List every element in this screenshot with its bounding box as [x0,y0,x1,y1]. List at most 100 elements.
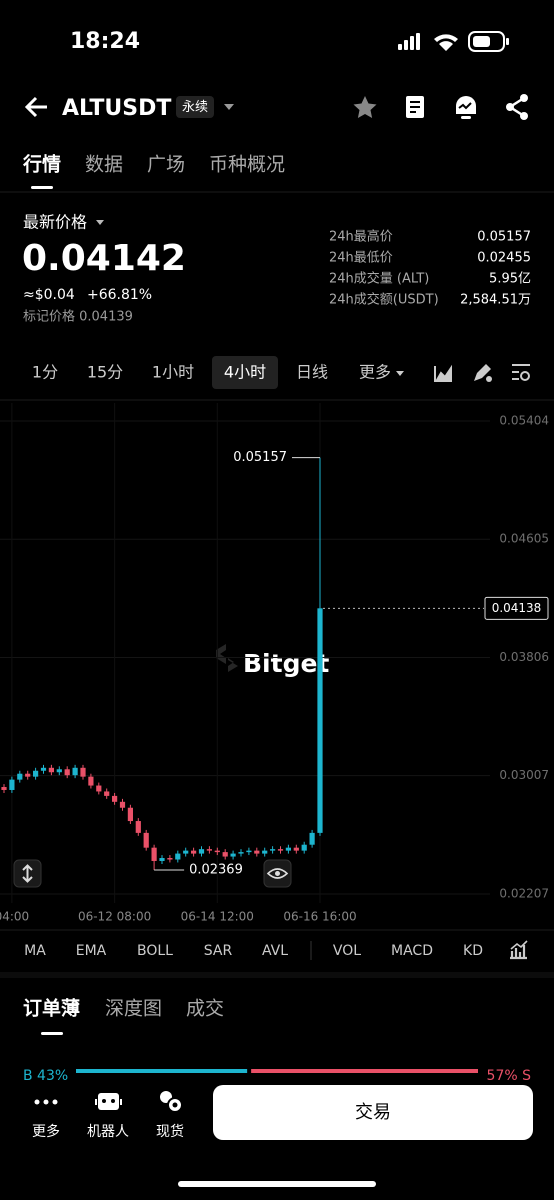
candle-body [222,852,228,857]
indicator[interactable]: MACD [391,943,433,959]
candle-body [159,858,165,861]
interval[interactable]: 1小时 [152,363,194,382]
stat-value: 2,584.51万 [460,293,531,308]
more-icon[interactable] [34,1099,58,1105]
candle-body [9,779,15,790]
mark-price: 标记价格 0.04139 [23,309,133,325]
candle-body [80,767,86,777]
alert-icon[interactable] [456,96,476,119]
candle-body [317,608,323,833]
indicator[interactable]: SAR [204,943,233,959]
candle-body [254,850,260,854]
candle-body [293,847,299,851]
candle-body [17,773,23,780]
candle-body [33,770,39,777]
tab[interactable]: 币种概况 [209,154,285,176]
symbol[interactable]: ALTUSDT [62,96,171,121]
sell-ratio-bar [251,1069,478,1073]
stat-label: 24h最高价 [329,229,393,245]
watermark: Bitget [216,644,329,678]
indicator[interactable]: EMA [76,943,107,959]
chart-type-icon[interactable] [434,364,452,382]
y-tick-label: 0.04605 [499,532,549,546]
candle-body [183,850,189,854]
tab-indicator [31,186,53,189]
badge-bg [176,96,214,118]
interval[interactable]: 4小时 [224,363,266,382]
tab[interactable]: 行情 [22,153,61,176]
order-tab[interactable]: 深度图 [105,998,162,1020]
candle-body [167,858,173,860]
indicator[interactable]: MA [24,943,46,959]
indicator[interactable]: KD [463,943,483,959]
candle-body [96,785,102,792]
candle-body [112,795,118,802]
scale-button[interactable] [13,859,42,888]
candle-body [277,849,284,851]
interval[interactable]: 15分 [87,363,123,382]
nav-label[interactable]: 机器人 [87,1124,129,1140]
more-dropdown[interactable] [396,371,404,376]
candle-body [175,853,181,860]
y-tick-label: 0.02207 [499,886,549,900]
candle-body [48,767,54,773]
x-tick-label: 06-14 12:00 [181,910,254,924]
order-tab[interactable]: 成交 [186,998,224,1020]
price-label-dropdown[interactable] [96,220,104,225]
candle-body [198,849,205,854]
notes-icon[interactable] [406,96,424,118]
candle-body [238,852,244,854]
nav-label[interactable]: 现货 [156,1123,184,1140]
max-annotation: 0.05157 [233,450,287,465]
indicator[interactable]: AVL [262,943,288,959]
price-label[interactable]: 最新价格 [23,213,87,232]
y-tick-label: 0.03806 [499,650,549,664]
buy-ratio-bar [76,1069,248,1073]
status-icons [398,31,509,52]
last-price-box [484,596,549,620]
x-tick-label: 06-16 16:00 [283,910,356,924]
price-change: +66.81% [87,287,152,303]
section-gap [0,972,554,978]
candle-body [143,832,149,848]
tab[interactable]: 广场 [147,154,185,176]
last-price: 0.04142 [22,238,186,279]
candle-body [104,791,110,796]
trade-button-label[interactable]: 交易 [355,1102,391,1123]
trade-button[interactable] [213,1085,533,1140]
interval[interactable]: 1分 [32,363,58,382]
candle-body [127,807,133,822]
interval[interactable]: 更多 [359,363,391,382]
interval-selected-bg [212,356,278,389]
tab[interactable]: 数据 [85,154,123,176]
candle-body [56,769,62,773]
back-button[interactable] [24,96,47,118]
indicator[interactable]: BOLL [137,943,173,959]
interval[interactable]: 日线 [296,363,328,382]
draw-icon[interactable] [474,364,492,382]
robot-icon[interactable] [95,1093,122,1110]
candle-body [214,850,220,853]
nav-label[interactable]: 更多 [32,1123,60,1140]
min-annotation: 0.02369 [189,863,243,878]
candle-body [230,853,236,857]
usd-price: ≈$0.04 [23,287,75,303]
candle-body [64,769,70,776]
indicator[interactable]: VOL [333,943,361,959]
eye-button[interactable] [263,859,292,888]
order-tab[interactable]: 订单薄 [23,997,80,1020]
stat-label: 24h成交量 (ALT) [329,271,429,287]
settings-icon[interactable] [512,364,530,381]
candle-body [301,844,307,851]
share-icon[interactable] [506,94,528,120]
candle-body [119,801,126,808]
contract-badge: 永续 [182,100,208,115]
symbol-dropdown[interactable] [224,104,234,110]
home-indicator [178,1181,376,1187]
spot-icon[interactable] [160,1091,183,1113]
favorite-icon[interactable] [353,96,377,118]
candle-body [151,847,157,861]
indicator-settings-icon[interactable] [510,940,528,960]
candle-body [72,767,78,776]
